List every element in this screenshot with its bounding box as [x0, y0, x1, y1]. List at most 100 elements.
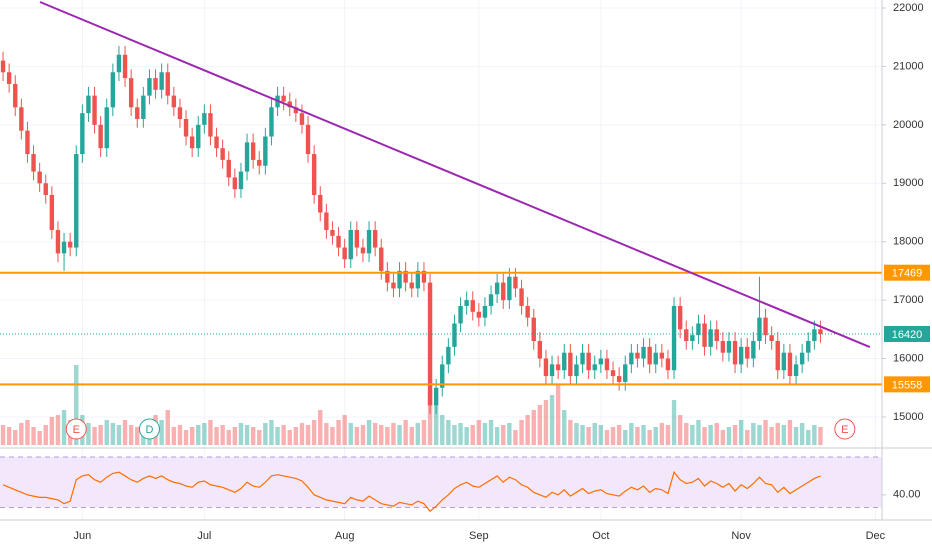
volume-bar [98, 425, 103, 445]
price-label-box [884, 325, 930, 342]
volume-bar [55, 415, 61, 445]
volume-bar [122, 420, 128, 445]
candle-body [525, 305, 530, 318]
volume-bar [623, 430, 628, 445]
volume-bar [659, 423, 665, 445]
candle-body [592, 364, 597, 371]
candle-body [598, 358, 604, 365]
event-label: E [841, 424, 848, 436]
price-label: 16420 [884, 325, 930, 342]
volume-bar [818, 427, 823, 445]
volume-bar [19, 423, 24, 445]
volume-bar [732, 425, 738, 445]
candle-body [690, 335, 695, 342]
volume-bar [531, 410, 536, 445]
candle-body [427, 282, 433, 406]
candle-body [580, 352, 585, 365]
candle-body [177, 107, 183, 120]
trendline [39, 1, 871, 349]
volume-bar [769, 427, 774, 445]
volume-bar [202, 423, 207, 445]
volume-bar [397, 425, 402, 445]
candle-body [586, 352, 591, 371]
candle-body [476, 311, 482, 318]
volume-bar [696, 420, 701, 445]
price-label: 17469 [884, 264, 930, 281]
y-tick-label: 19000 [893, 177, 924, 189]
volume-bar [476, 420, 482, 445]
volume-bar [74, 365, 79, 445]
candle-body [684, 329, 689, 342]
candle-body [513, 276, 518, 289]
volume-bar [86, 423, 91, 445]
volume-bar [0, 425, 6, 445]
volume-bar [196, 425, 201, 445]
candle-body [360, 247, 366, 254]
y-tick-label: 40.00 [893, 489, 921, 501]
x-tick-label: Oct [592, 530, 609, 542]
volume-bar [287, 430, 292, 445]
candle-body [299, 113, 305, 125]
rsi-band [0, 457, 882, 508]
x-tick-label: Dec [866, 530, 886, 542]
volume-bar [348, 423, 353, 445]
volume-bar [494, 427, 500, 445]
candle-body [92, 95, 97, 125]
candle-body [19, 107, 24, 131]
candle-body [446, 346, 451, 365]
candle-body [501, 282, 506, 301]
volume-bar [415, 423, 421, 445]
volume-bar [31, 427, 36, 445]
candle-body [31, 154, 36, 172]
candle-body [257, 159, 262, 166]
candle-body [354, 230, 360, 248]
volume-bar [440, 415, 445, 445]
volume-bar [208, 420, 213, 445]
price-label: 15558 [884, 376, 930, 393]
candle-body [464, 300, 469, 306]
candle-body [549, 364, 555, 377]
candle-body [330, 230, 335, 236]
x-tick-label: Nov [731, 530, 751, 542]
candle-body [385, 270, 390, 283]
candle-body [818, 329, 823, 334]
volume-bar [726, 427, 732, 445]
volume-bar [775, 423, 780, 445]
volume-bar [452, 425, 457, 445]
price-label-box [884, 376, 930, 393]
candle-body [775, 341, 780, 371]
volume-bar [610, 427, 616, 445]
volume-bar [665, 425, 671, 445]
volume-bar [421, 420, 427, 445]
candle-body [799, 352, 805, 365]
candle-body [635, 352, 640, 359]
candle-body [232, 177, 238, 190]
volume-bar [6, 427, 12, 445]
price-label-text: 15558 [892, 379, 923, 391]
candle-body [171, 95, 177, 108]
volume-bar [61, 410, 67, 445]
candle-body [269, 107, 274, 137]
volume-bar [13, 430, 18, 445]
volume-bar [714, 423, 719, 445]
candle-body [812, 329, 817, 342]
volume-bar [226, 430, 231, 445]
candle-body [769, 335, 774, 342]
overlay-layer: 17469 15558 16420 E D E [0, 1, 930, 440]
volume-bar [738, 420, 744, 445]
volume-bar [677, 415, 683, 445]
volume-bar [92, 427, 97, 445]
volume-bar [293, 427, 299, 445]
candle-body [43, 183, 48, 195]
volume-bar [763, 420, 768, 445]
candle-body [348, 230, 353, 260]
volume-bar [360, 425, 366, 445]
candle-body [507, 276, 512, 301]
volume-bar [43, 425, 48, 445]
volume-bar [464, 427, 469, 445]
volume-bar [470, 425, 475, 445]
candle-body [403, 270, 408, 283]
volume-bar [299, 423, 305, 445]
candle-body [196, 124, 201, 149]
